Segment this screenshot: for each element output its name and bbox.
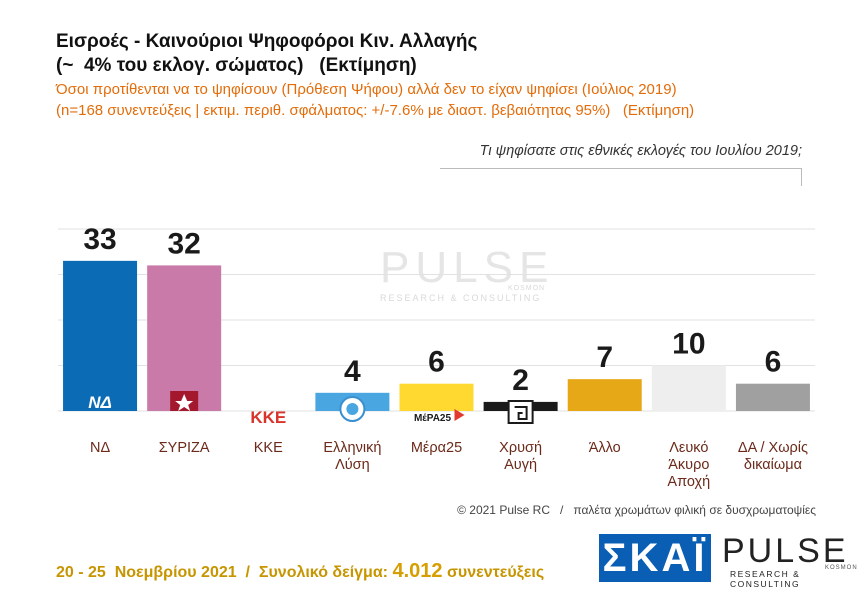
chart-title-line2: (~ 4% του εκλογ. σώματος) (Εκτίμηση) xyxy=(56,55,417,76)
kke-logo-text: ΚΚΕ xyxy=(250,408,286,427)
value-label: 4 xyxy=(344,355,361,388)
survey-question: Τι ψηφίσατε στις εθνικές εκλογές του Ιου… xyxy=(479,143,802,159)
pulse-logo-kosmos: KOSMON xyxy=(825,565,858,571)
value-label: 10 xyxy=(672,328,705,361)
bar xyxy=(63,260,138,411)
category-label: ΔΑ / Χωρίς xyxy=(738,440,808,456)
value-label: 6 xyxy=(765,346,782,379)
bar xyxy=(567,379,642,411)
syriza-star-icon xyxy=(175,394,194,411)
category-label: Αποχή xyxy=(667,474,710,490)
watermark-sub: RESEARCH & CONSULTING xyxy=(380,293,542,303)
value-label: 32 xyxy=(167,227,200,260)
value-label: 7 xyxy=(596,341,613,374)
subtitle-line2: (n=168 συνεντεύξεις | εκτιμ. περιθ. σφάλ… xyxy=(56,102,695,119)
category-label: ΣΥΡΙΖΑ xyxy=(159,440,210,456)
chart-title-line1: Εισροές - Καινούριοι Ψηφοφόροι Κιν. Αλλα… xyxy=(56,31,478,52)
copyright-note: © 2021 Pulse RC / παλέτα χρωμάτων φιλική… xyxy=(457,503,816,517)
mera25-arrow-icon xyxy=(454,409,465,421)
subtitle-line1: Όσοι προτίθενται να το ψηφίσουν (Πρόθεση… xyxy=(56,81,677,98)
pulse-logo-word: PULSE xyxy=(722,532,849,570)
category-label: Άκυρο xyxy=(668,457,709,473)
value-label: 6 xyxy=(428,346,445,379)
chart-title: Εισροές - Καινούριοι Ψηφοφόροι Κιν. Αλλα… xyxy=(56,30,477,78)
watermark-word: PULSE xyxy=(380,243,555,292)
category-label: Μέρα25 xyxy=(411,440,462,456)
footer-dates: 20 - 25 Νοεμβρίου 2021 / Συνολικό δείγμα… xyxy=(56,564,389,581)
bar xyxy=(735,383,810,411)
category-label: Χρυσή xyxy=(499,440,542,456)
value-label: 2 xyxy=(512,364,529,397)
bar xyxy=(147,265,222,411)
xa-meander-icon xyxy=(514,406,528,420)
chart-subtitle: Όσοι προτίθενται να το ψηφίσουν (Πρόθεση… xyxy=(56,79,694,121)
pulse-logo: PULSE KOSMON RESEARCH & CONSULTING xyxy=(722,533,868,589)
category-label: δικαίωμα xyxy=(744,457,802,473)
footer-info: 20 - 25 Νοεμβρίου 2021 / Συνολικό δείγμα… xyxy=(56,560,544,583)
pulse-logo-sub: RESEARCH & CONSULTING xyxy=(730,569,801,589)
category-label: ΝΔ xyxy=(90,440,110,456)
elliniki-lysi-logo-inner xyxy=(346,403,359,415)
question-underline xyxy=(440,168,802,169)
question-bracket xyxy=(801,168,802,186)
category-label: Άλλο xyxy=(589,440,621,456)
mera25-logo-text: ΜέΡΑ25 xyxy=(414,413,452,424)
nd-logo-text: ΝΔ xyxy=(88,393,112,412)
category-label: Ελληνική xyxy=(323,440,381,456)
footer-unit: συνεντεύξεις xyxy=(446,564,545,581)
skai-logo: ΣΚΑΪ xyxy=(599,534,711,582)
category-label: Λευκό xyxy=(669,440,708,456)
footer-sample: 4.012 xyxy=(392,560,443,582)
category-label: ΚΚΕ xyxy=(254,440,283,456)
bar xyxy=(651,365,726,411)
category-label: Αυγή xyxy=(504,457,537,473)
bar xyxy=(399,383,474,411)
category-label: Λύση xyxy=(335,457,370,473)
value-label: 33 xyxy=(83,223,116,256)
watermark-kosmos: KOSMON xyxy=(508,285,546,292)
nd-logo-bg xyxy=(78,393,123,411)
